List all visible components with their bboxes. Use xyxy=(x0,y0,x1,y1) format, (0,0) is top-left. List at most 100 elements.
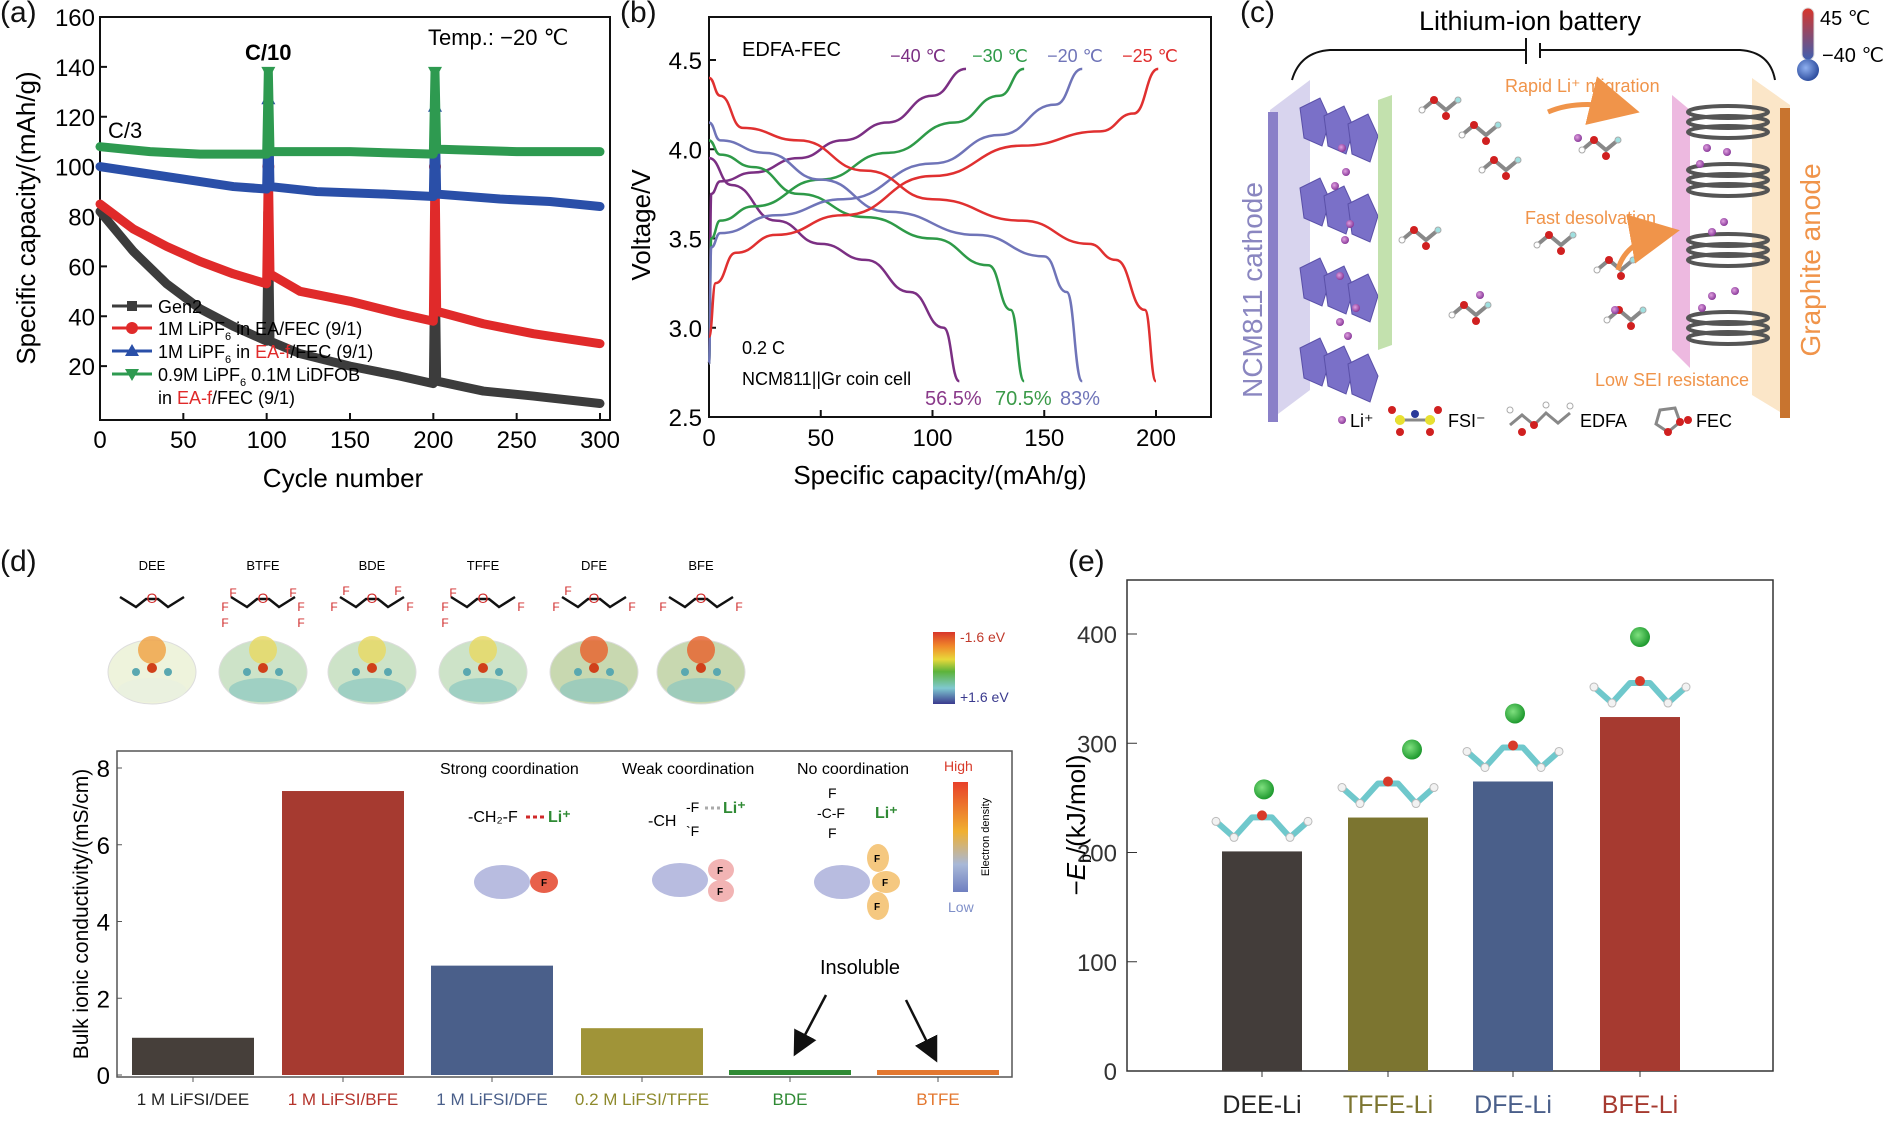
molecule-bond xyxy=(1605,307,1645,323)
panel-a-annotation-temp: Temp.: −20 ℃ xyxy=(428,25,568,50)
panel-b-ylabel: Voltage/V xyxy=(626,169,656,281)
weak-orbital-f1 xyxy=(708,859,734,881)
panel-a-xtick-label: 150 xyxy=(330,427,370,454)
oxygen-atom xyxy=(1502,172,1510,180)
weak-formula: -CH xyxy=(648,813,676,830)
weak-li: Li⁺ xyxy=(723,800,746,817)
panel-d-category-label: BDE xyxy=(773,1090,808,1109)
li-ion xyxy=(1731,287,1739,295)
panel-a-ytick-label: 20 xyxy=(68,354,95,381)
weak-f1-label: F xyxy=(717,866,723,877)
panel-a-ytick-label: 40 xyxy=(68,304,95,331)
li-ion xyxy=(1352,304,1360,312)
legend-label: in EA-f/FEC (9/1) xyxy=(158,388,295,408)
fluorine-label: F xyxy=(735,600,742,614)
li-ion xyxy=(1720,218,1728,226)
anode-plate xyxy=(1780,108,1790,418)
fluorine-label: F xyxy=(659,600,666,614)
strong-formula: -CH₂-F xyxy=(468,809,518,826)
none-f1-label: F xyxy=(874,854,880,865)
hydrogen-atom xyxy=(1229,832,1239,842)
panel-d-plot-frame xyxy=(116,750,1013,1078)
label-fast-desolvation: Fast desolvation xyxy=(1525,208,1656,228)
oxygen-atom xyxy=(1627,322,1635,330)
graphite-sheet xyxy=(1686,330,1770,346)
panel-b-ytick-label: 4.5 xyxy=(669,48,702,75)
legend-label: 0.9M LiPF6 0.1M LiDFOB xyxy=(158,365,360,389)
li-ion xyxy=(1344,332,1352,340)
panel-b-annotation-electrolyte: EDFA-FEC xyxy=(742,39,841,61)
ncm-octahedron xyxy=(1347,353,1379,403)
fluorine-label: F xyxy=(289,586,296,600)
carbon-atom xyxy=(384,668,392,676)
panel-a-marker xyxy=(428,66,442,80)
oxygen-atom xyxy=(1422,242,1430,250)
hydrogen-atom xyxy=(1536,762,1546,772)
panel-b-temp-label: −20 ℃ xyxy=(1047,46,1103,66)
hydrogen-atom xyxy=(1603,316,1611,324)
edfa-molecule-icon xyxy=(1506,401,1574,436)
fluorine-label: F xyxy=(406,600,413,614)
molecule-bond xyxy=(1420,97,1460,113)
panel-b-ytick-label: 3.5 xyxy=(669,227,702,254)
ncm-octahedron xyxy=(1347,193,1379,243)
density-low: Low xyxy=(948,899,975,915)
fluorine-label: F xyxy=(628,600,635,614)
cathode-plate-shadow xyxy=(1270,80,1310,420)
hydrogen-atom xyxy=(1578,146,1586,154)
oxygen-atom xyxy=(1442,112,1450,120)
panel-a-series-line xyxy=(95,162,605,349)
esp-positive-region xyxy=(118,678,186,702)
panel-b-charge-curve xyxy=(707,67,967,365)
oxygen-atom xyxy=(1508,740,1518,751)
none-f2-label: F xyxy=(882,878,888,889)
carbon-atom xyxy=(243,668,251,676)
fluorine-label: F xyxy=(441,616,448,630)
fluorine-atom xyxy=(1629,256,1637,264)
ncm-octahedron xyxy=(1347,273,1379,323)
panel-d-category-label: 1 M LiFSI/BFE xyxy=(288,1090,399,1109)
panel-d-ytick-label: 2 xyxy=(97,986,110,1013)
panel-d-bar xyxy=(132,1037,254,1075)
esp-scale-top: -1.6 eV xyxy=(960,629,1006,645)
carbon-atom xyxy=(574,668,582,676)
panel-label-c: (c) xyxy=(1240,0,1275,29)
panel-b-annotation-rate: 0.2 C xyxy=(742,338,785,358)
hydrogen-atom xyxy=(1663,698,1673,708)
panel-b-discharge-curve xyxy=(708,156,961,383)
oxygen-atom xyxy=(589,663,599,673)
panel-e-category-label: DEE-Li xyxy=(1222,1091,1301,1119)
panel-e-ytick-label: 200 xyxy=(1077,841,1117,868)
panel-e-ytick-label: 100 xyxy=(1077,950,1117,977)
skeletal-bonds xyxy=(119,595,185,609)
legend-fec: FEC xyxy=(1696,411,1732,431)
fluorine-label: F xyxy=(221,600,228,614)
fsi-molecule-icon xyxy=(1388,406,1442,436)
panel-a-series-line xyxy=(95,207,605,409)
panel-e-category-label: DFE-Li xyxy=(1474,1091,1552,1119)
fluorine-atom xyxy=(1569,231,1577,239)
skeletal-bonds xyxy=(668,595,734,609)
molecule-bond xyxy=(1595,257,1635,273)
panel-d-bar xyxy=(581,1028,703,1075)
oxygen-atom xyxy=(1482,137,1490,145)
fluorine-label: F xyxy=(517,600,524,614)
hydrogen-atom xyxy=(1448,311,1456,319)
panel-a-annotation-c10: C/10 xyxy=(245,40,291,65)
fluorine-label: F xyxy=(394,584,401,598)
panel-label-b: (b) xyxy=(620,0,657,29)
strong-f-label: F xyxy=(541,878,547,889)
panel-a-ytick-label: 160 xyxy=(55,5,95,32)
panel-d-ytick-label: 6 xyxy=(97,833,110,860)
no-coordination-title: No coordination xyxy=(797,761,909,778)
oxygen-atom xyxy=(1430,96,1438,104)
panel-b-xtick-label: 100 xyxy=(912,425,952,452)
panel-b-xtick-label: 200 xyxy=(1136,425,1176,452)
fluorine-label: F xyxy=(229,586,236,600)
esp-positive-region xyxy=(449,678,517,702)
graphite-sheet xyxy=(1686,252,1770,268)
graphite-layers xyxy=(1686,104,1770,346)
hydrogen-atom xyxy=(1480,762,1490,772)
oxygen-label: O xyxy=(367,590,378,606)
